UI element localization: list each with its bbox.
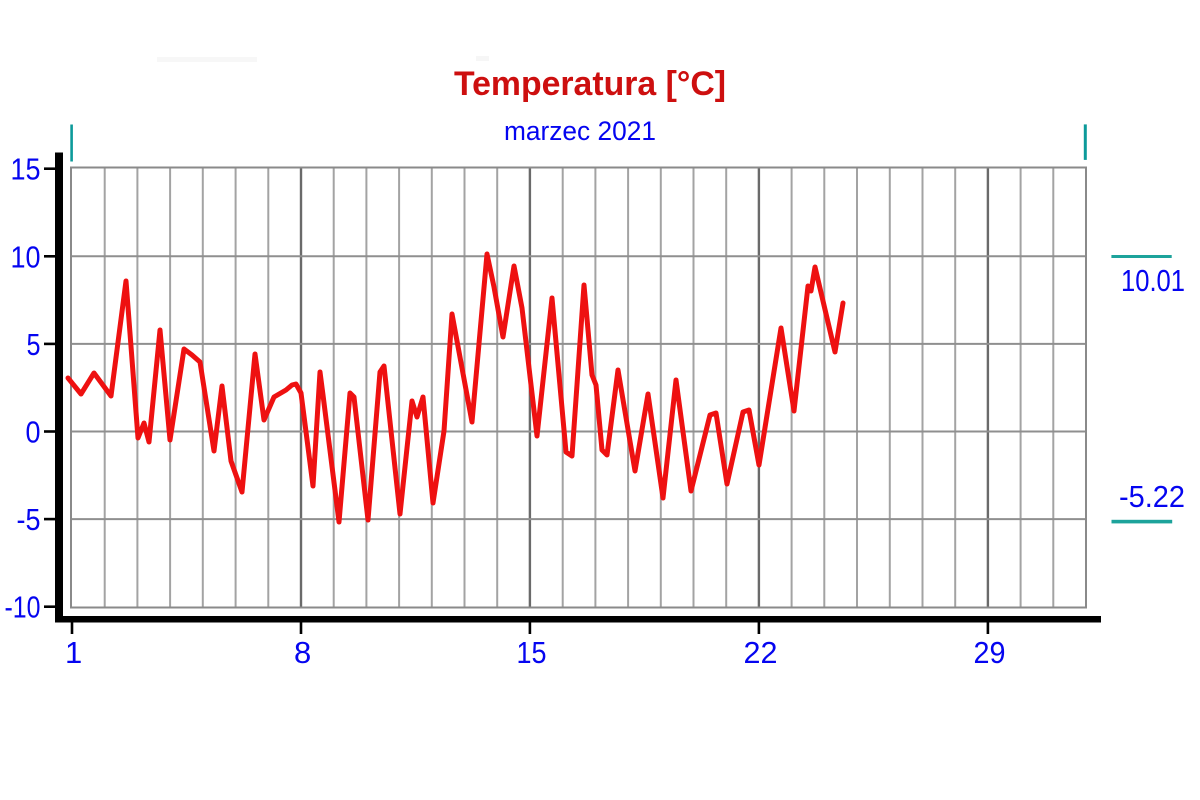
- svg-text:22: 22: [744, 635, 778, 670]
- svg-text:5: 5: [27, 327, 41, 362]
- svg-text:0: 0: [26, 415, 41, 450]
- svg-text:29: 29: [974, 635, 1006, 670]
- svg-text:8: 8: [294, 635, 311, 670]
- svg-text:10.01: 10.01: [1121, 263, 1185, 298]
- svg-text:-10: -10: [5, 590, 41, 625]
- svg-text:1: 1: [65, 635, 82, 670]
- svg-text:marzec 2021: marzec 2021: [504, 116, 656, 146]
- svg-text:15: 15: [11, 152, 41, 187]
- svg-text:-5: -5: [17, 502, 41, 537]
- svg-text:Temperatura [°C]: Temperatura [°C]: [454, 65, 726, 103]
- svg-text:10: 10: [11, 239, 41, 274]
- svg-text:-5.22: -5.22: [1119, 479, 1185, 514]
- svg-text:15: 15: [517, 635, 547, 670]
